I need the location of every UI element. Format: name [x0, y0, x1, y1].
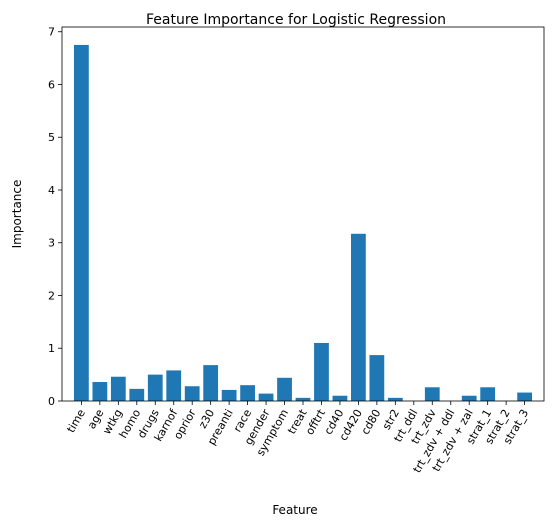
- bar-drugs: [147, 374, 163, 401]
- y-axis-label: Importance: [10, 180, 24, 249]
- x-axis-label: Feature: [272, 503, 317, 517]
- bar-trt-zdv: [424, 387, 440, 401]
- y-axis: 0 1 2 3 4 5 6 7: [48, 26, 62, 408]
- plot-frame: [61, 26, 545, 402]
- bar-karnof: [166, 370, 182, 401]
- bar-str2: [387, 397, 403, 401]
- bars-group: [74, 44, 532, 401]
- x-axis: timeagewtkghomodrugskarnofopriorz30prean…: [64, 401, 531, 475]
- y-tick-label: 5: [48, 131, 55, 144]
- y-tick-label: 3: [48, 237, 55, 250]
- bar-z30: [203, 365, 219, 401]
- bar-wtkg: [110, 376, 126, 401]
- bar-offtrt: [314, 342, 329, 401]
- bar-treat: [295, 397, 311, 401]
- y-tick-label: 6: [48, 78, 55, 91]
- bar-gender: [258, 393, 274, 401]
- x-tick-label: time: [64, 407, 88, 435]
- y-tick-label: 1: [48, 342, 55, 355]
- bar-age: [92, 382, 108, 401]
- y-tick-label: 4: [48, 184, 55, 197]
- y-tick-label: 7: [48, 26, 55, 39]
- bar-preanti: [221, 389, 237, 401]
- bar-cd420: [351, 233, 366, 401]
- bar-strat-1: [480, 387, 496, 401]
- bar-strat-3: [517, 392, 532, 401]
- bar-homo: [129, 388, 145, 401]
- bar-cd80: [369, 355, 385, 401]
- chart-title: Feature Importance for Logistic Regressi…: [146, 12, 446, 28]
- bar-trt-zdv-zal: [461, 395, 477, 401]
- y-tick-label: 0: [48, 395, 55, 408]
- bar-race: [240, 385, 255, 401]
- y-tick-label: 2: [48, 289, 55, 302]
- bar-time: [74, 44, 89, 401]
- bar-oprior: [184, 386, 200, 401]
- x-tick-label: cd80: [359, 407, 384, 437]
- bar-symptom: [277, 377, 292, 401]
- bar-cd40: [332, 395, 348, 401]
